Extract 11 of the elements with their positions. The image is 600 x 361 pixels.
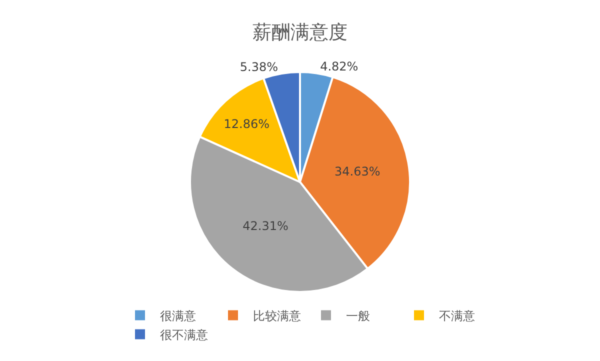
legend-label: 一般 — [346, 308, 370, 323]
legend-label: 很满意 — [160, 308, 196, 323]
data-label: 4.82% — [320, 59, 358, 74]
data-label: 12.86% — [224, 116, 270, 131]
data-label: 34.63% — [334, 164, 380, 179]
data-label: 5.38% — [240, 60, 278, 74]
legend-label: 很不满意 — [160, 328, 208, 342]
legend-label: 不满意 — [439, 308, 475, 323]
legend-label: 比较满意 — [253, 308, 301, 323]
chart-title: 薪酬满意度 — [252, 22, 348, 44]
data-label: 42.31% — [242, 218, 288, 233]
